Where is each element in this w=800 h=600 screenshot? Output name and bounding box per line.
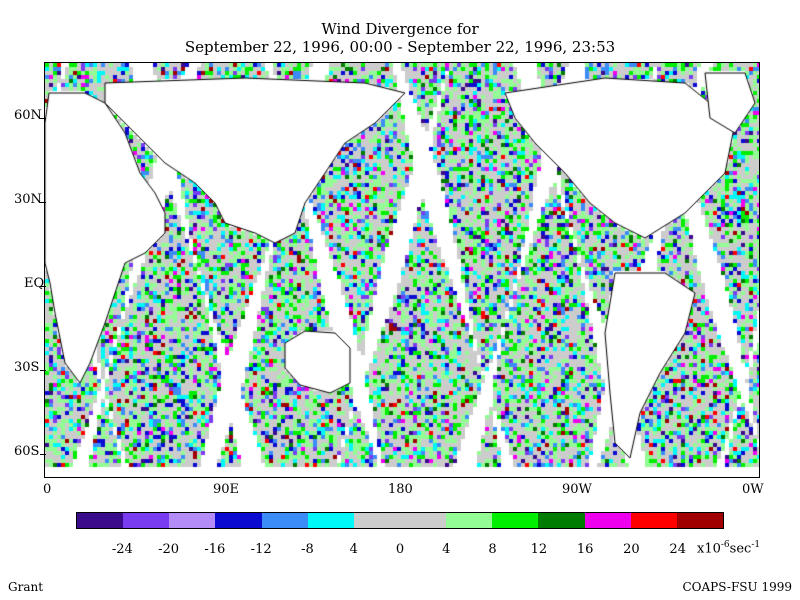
lon-label-0: 0 (43, 482, 52, 497)
colorbar-tick-label: 4 (442, 542, 451, 557)
lon-label-180: 180 (388, 482, 413, 497)
colorbar-tick-label: -8 (301, 542, 314, 557)
lat-label-60s: 60S (14, 444, 40, 459)
author-label: Grant (8, 580, 44, 594)
colorbar-swatch (492, 513, 539, 528)
title-line-1: Wind Divergence for (321, 20, 479, 38)
lon-label-90w: 90W (562, 482, 592, 497)
colorbar-tick-label: 12 (530, 542, 548, 557)
credit-label: COAPS-FSU 1999 (682, 580, 793, 594)
colorbar-tick-label: 24 (669, 542, 686, 557)
colorbar-swatch (261, 513, 308, 528)
map-frame (44, 62, 760, 478)
colorbar-swatch (169, 513, 216, 528)
units-mid: sec (729, 541, 752, 557)
units-base: x10 (697, 541, 721, 557)
colorbar-swatch (353, 513, 400, 528)
colorbar-swatch (630, 513, 677, 528)
colorbar-tick-label: 16 (576, 542, 594, 557)
colorbar-tick-label: 4 (349, 542, 358, 557)
colorbar-swatch (584, 513, 631, 528)
colorbar-swatch (538, 513, 585, 528)
colorbar-tick-label: 20 (623, 542, 640, 557)
units-exp-2: -1 (751, 540, 761, 550)
colorbar-tick-label: -16 (204, 542, 226, 557)
divergence-map (45, 63, 759, 477)
colorbar-tick-label: 0 (395, 542, 405, 557)
lat-tick (40, 286, 46, 287)
colorbar-tick-label: -20 (158, 542, 180, 557)
lat-tick (40, 202, 46, 203)
colorbar-swatch (446, 513, 493, 528)
lat-tick (40, 454, 46, 455)
colorbar-swatch (307, 513, 354, 528)
colorbar-swatch (77, 513, 124, 528)
colorbar-swatch (215, 513, 262, 528)
colorbar-tick-label: 8 (488, 542, 497, 557)
title-line-2: September 22, 1996, 00:00 - September 22… (184, 38, 616, 56)
units-label: x10-6sec-1 (697, 540, 760, 556)
colorbar (76, 512, 724, 529)
lat-label-30n: 30N (14, 192, 42, 207)
colorbar-swatch (123, 513, 170, 528)
lat-label-30s: 30S (14, 360, 40, 375)
lon-label-0w: 0W (742, 482, 764, 497)
colorbar-tick-label: -12 (250, 542, 272, 557)
colorbar-tick-label: -24 (111, 542, 133, 557)
units-exp-1: -6 (720, 540, 730, 550)
lat-label-60n: 60N (14, 108, 42, 123)
colorbar-swatch (399, 513, 447, 528)
lat-tick (40, 370, 46, 371)
lat-tick (40, 118, 46, 119)
lat-label-eq: EQ (24, 276, 45, 291)
lon-label-90e: 90E (213, 482, 240, 497)
colorbar-swatch (676, 513, 723, 528)
